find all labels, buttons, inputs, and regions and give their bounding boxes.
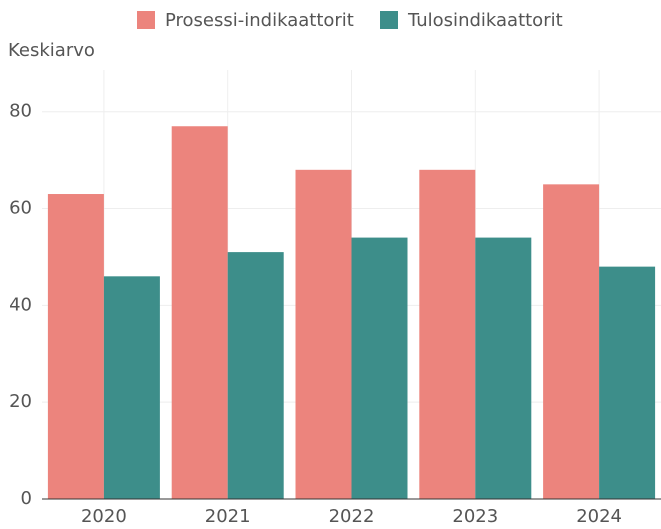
x-tick-label: 2021 bbox=[205, 506, 251, 527]
bar bbox=[543, 184, 600, 499]
bar bbox=[419, 169, 476, 499]
y-tick-label: 60 bbox=[9, 198, 32, 219]
legend-swatch bbox=[137, 11, 155, 29]
x-tick-label: 2022 bbox=[329, 506, 375, 527]
bar bbox=[171, 126, 228, 499]
x-tick-label: 2024 bbox=[576, 506, 622, 527]
legend-label: Tulosindikaattorit bbox=[407, 10, 563, 31]
bar bbox=[227, 252, 284, 499]
y-tick-label: 0 bbox=[21, 488, 32, 509]
bar bbox=[295, 169, 352, 499]
x-tick-label: 2023 bbox=[452, 506, 498, 527]
bar bbox=[103, 276, 160, 499]
bar bbox=[475, 237, 532, 499]
y-tick-label: 80 bbox=[9, 101, 32, 122]
bar bbox=[599, 266, 656, 499]
y-tick-label: 20 bbox=[9, 391, 32, 412]
legend-label: Prosessi-indikaattorit bbox=[165, 10, 354, 31]
bar bbox=[47, 194, 104, 500]
legend-swatch bbox=[380, 11, 398, 29]
x-tick-label: 2020 bbox=[81, 506, 127, 527]
y-tick-label: 40 bbox=[9, 294, 32, 315]
y-axis-title: Keskiarvo bbox=[8, 40, 95, 61]
bar bbox=[351, 237, 408, 499]
